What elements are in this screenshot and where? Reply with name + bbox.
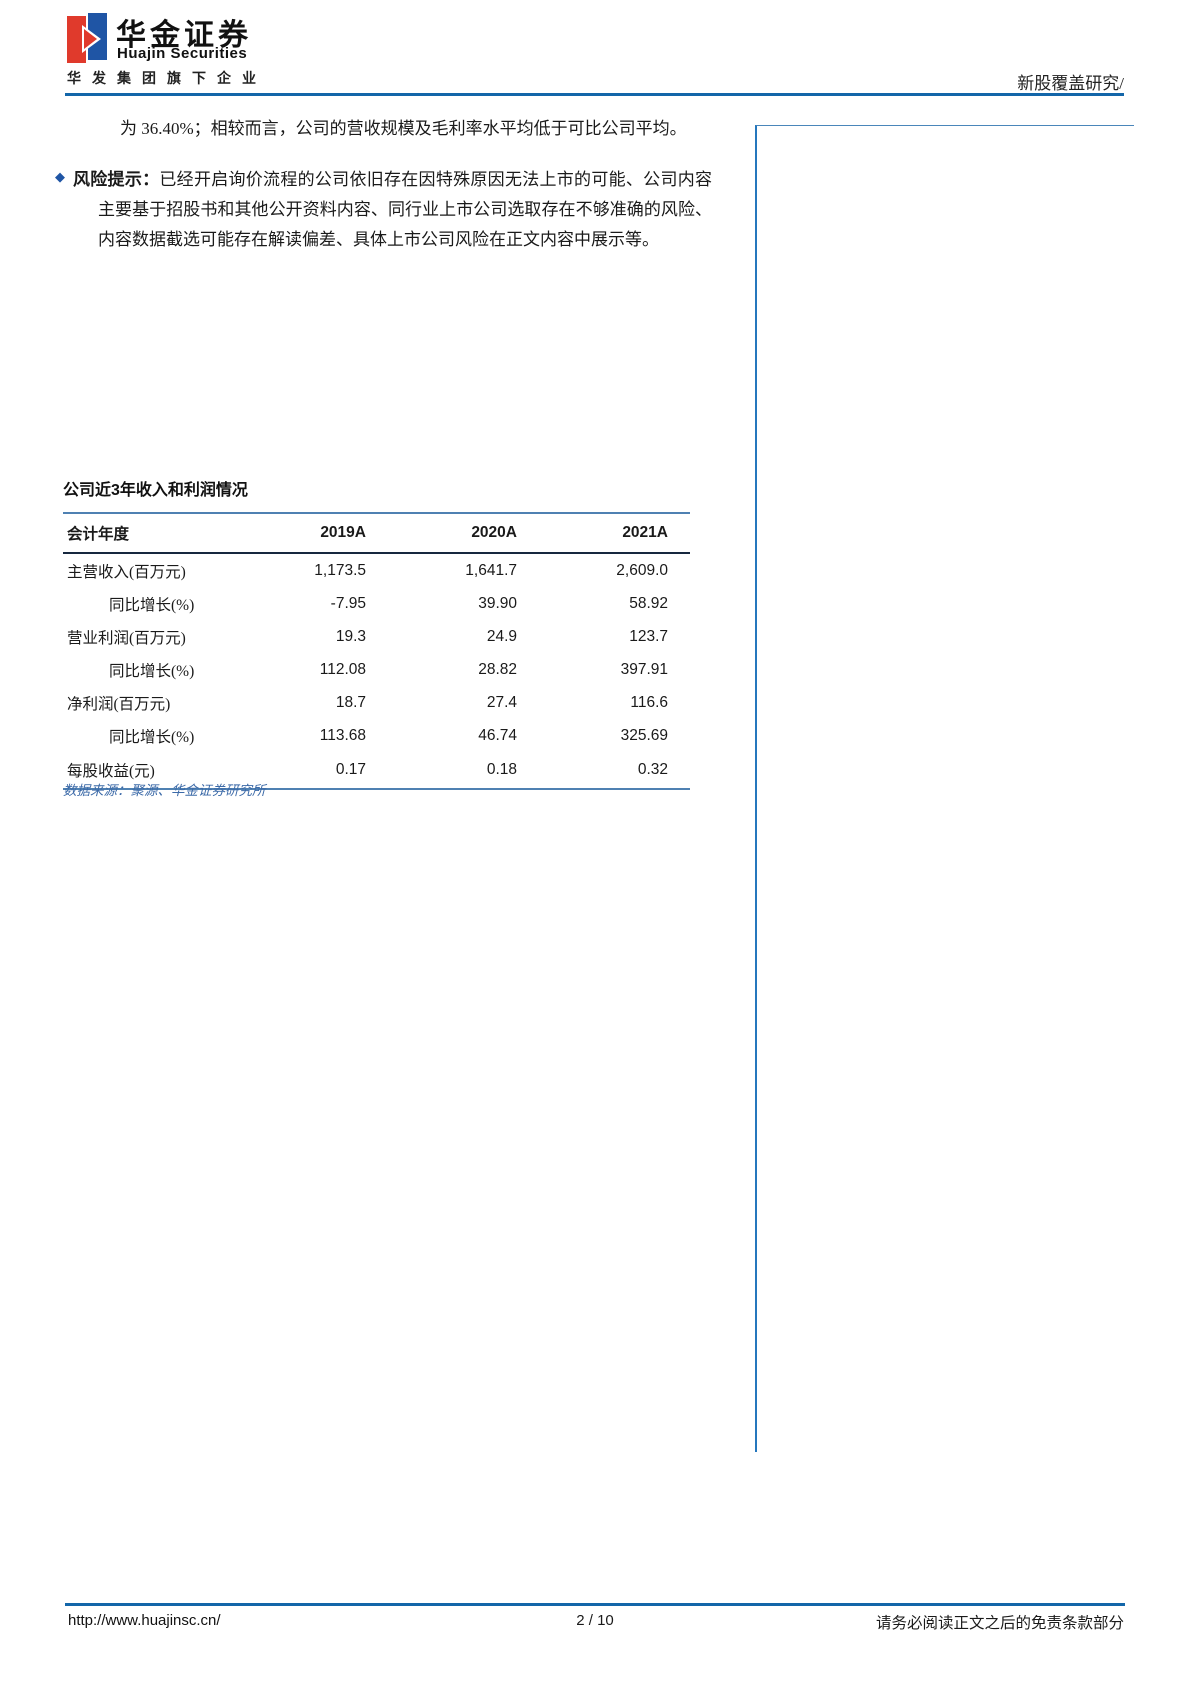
row-label: 营业利润(百万元): [67, 629, 186, 647]
row-value: 19.3: [335, 627, 366, 645]
table-title: 公司近3年收入和利润情况: [63, 482, 248, 499]
row-label: 同比增长(%): [109, 662, 195, 680]
row-value: 116.6: [630, 693, 668, 711]
page-number: 2 / 10: [576, 1612, 614, 1629]
financial-table: 会计年度 2019A 2020A 2021A 主营收入(百万元) 1,173.5 1…: [63, 512, 690, 790]
row-value: 18.7: [335, 693, 366, 711]
row-value: 397.91: [620, 660, 668, 678]
column-header-2020a: 2020A: [471, 524, 517, 541]
row-value: -7.95: [330, 594, 366, 612]
table-row: 同比增长(%) 112.08 28.82 397.91: [63, 653, 690, 686]
row-value: 39.90: [478, 594, 517, 612]
risk-section: ◆ 风险提示：已经开启询价流程的公司依旧存在因特殊原因无法上市的可能、公司内容主…: [55, 165, 715, 255]
header-divider: [65, 93, 1124, 96]
summary-paragraph: 为 36.40%；相较而言，公司的营收规模及毛利率水平均低于可比公司平均。: [120, 119, 687, 138]
huajin-logo-icon: [67, 13, 107, 63]
row-value: 24.9: [486, 627, 517, 645]
table-row: 每股收益(元) 0.17 0.18 0.32: [63, 752, 690, 789]
footer-divider: [65, 1603, 1125, 1606]
row-value: 1,173.5: [314, 561, 366, 579]
column-header-fiscal-year: 会计年度: [67, 526, 130, 543]
row-value: 123.7: [629, 627, 668, 645]
table-row: 同比增长(%) -7.95 39.90 58.92: [63, 587, 690, 620]
report-type-label: 新股覆盖研究/: [1017, 74, 1124, 93]
row-value: 112.08: [319, 660, 366, 678]
row-value: 113.68: [319, 726, 366, 744]
table-row: 营业利润(百万元) 19.3 24.9 123.7: [63, 620, 690, 653]
diamond-bullet-icon: ◆: [55, 169, 65, 184]
row-value: 46.74: [478, 726, 517, 744]
row-value: 2,609.0: [616, 561, 668, 579]
row-label: 同比增长(%): [109, 728, 195, 746]
row-value: 27.4: [486, 693, 517, 711]
row-value: 1,641.7: [465, 561, 517, 579]
row-label: 每股收益(元): [67, 763, 155, 780]
table-body: 主营收入(百万元) 1,173.5 1,641.7 2,609.0 同比增长(%) -7.…: [63, 553, 690, 789]
table-row: 净利润(百万元) 18.7 27.4 116.6: [63, 686, 690, 719]
table-row: 主营收入(百万元) 1,173.5 1,641.7 2,609.0: [63, 553, 690, 587]
row-value: 58.92: [629, 594, 668, 612]
row-value: 325.69: [620, 726, 668, 744]
brand-name-en: Huajin Securities: [117, 45, 248, 62]
row-value: 0.32: [637, 761, 668, 778]
row-value: 0.17: [335, 761, 366, 778]
data-source-note: 数据来源：聚源、华金证券研究所: [63, 783, 266, 798]
row-label: 主营收入(百万元): [67, 563, 186, 581]
column-header-2021a: 2021A: [622, 524, 668, 541]
risk-label: 风险提示：: [73, 170, 160, 189]
table-header-row: 会计年度 2019A 2020A 2021A: [63, 513, 690, 553]
row-value: 28.82: [478, 660, 517, 678]
table-row: 同比增长(%) 113.68 46.74 325.69: [63, 719, 690, 752]
footer-website-link[interactable]: http://www.huajinsc.cn/: [68, 1612, 221, 1629]
column-header-2019a: 2019A: [320, 524, 366, 541]
row-label: 净利润(百万元): [67, 695, 171, 713]
footer-disclaimer: 请务必阅读正文之后的免责条款部分: [875, 1615, 1124, 1632]
row-value: 0.18: [486, 761, 517, 778]
risk-paragraph: 风险提示：已经开启询价流程的公司依旧存在因特殊原因无法上市的可能、公司内容主要基…: [73, 165, 712, 255]
risk-text: 已经开启询价流程的公司依旧存在因特殊原因无法上市的可能、公司内容主要基于招股书和…: [98, 170, 713, 249]
row-label: 同比增长(%): [109, 596, 195, 614]
brand-subtitle: 华发集团旗下企业: [67, 70, 267, 86]
sidebar-frame: [755, 125, 1134, 1452]
brand-name-cn: 华金证券: [116, 19, 252, 52]
